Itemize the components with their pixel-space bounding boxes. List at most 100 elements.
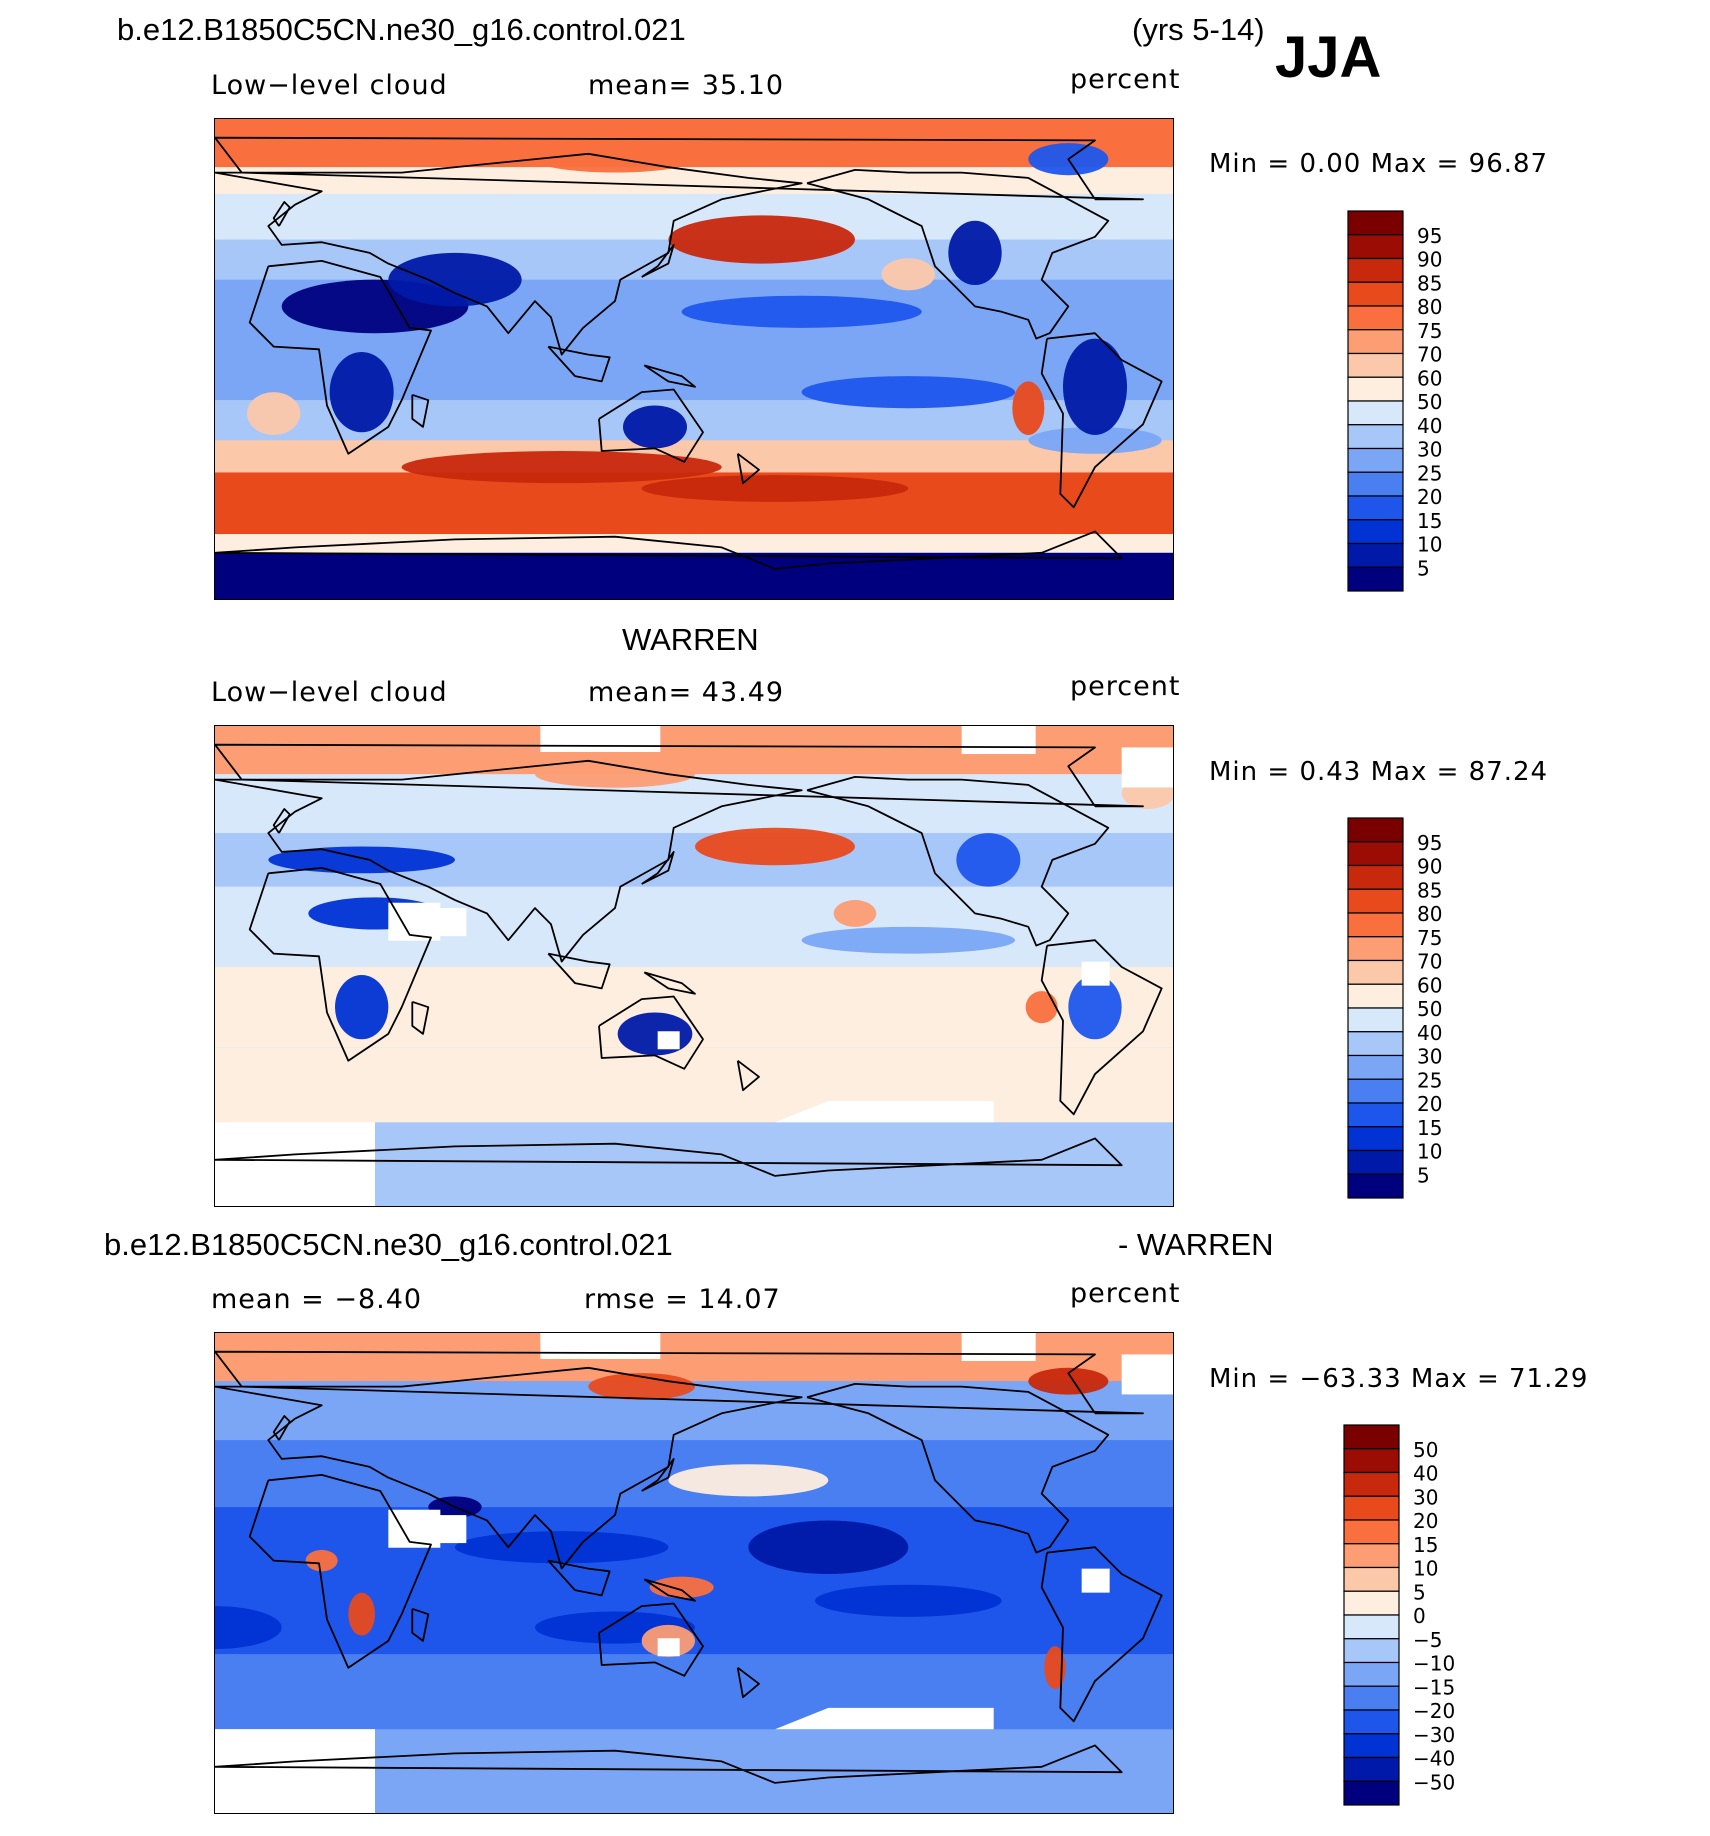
colorbar-box: [1343, 1424, 1400, 1450]
colorbar-tick-label: 15: [1413, 1533, 1438, 1557]
colorbar-tick-label: 30: [1417, 438, 1442, 462]
colorbar-tick-label: 75: [1417, 319, 1442, 343]
panel1-mean-label: mean= 35.10: [588, 70, 785, 101]
panel3-title-right: - WARREN: [1118, 1227, 1274, 1262]
panel2-variable-label: Low−level cloud: [211, 677, 448, 708]
colorbar-box: [1347, 1126, 1404, 1152]
colorbar-box: [1343, 1733, 1400, 1759]
panel2-units-label: percent: [1070, 671, 1181, 702]
panel1-units-label: percent: [1070, 64, 1181, 95]
colorbar-tick-label: 30: [1417, 1045, 1442, 1069]
colorbar-tick-label: 5: [1417, 556, 1430, 580]
colorbar-tick-label: −5: [1413, 1628, 1442, 1652]
colorbar-box: [1347, 352, 1404, 378]
panel2-map: [214, 725, 1174, 1207]
panel3-minmax: Min = −63.33 Max = 71.29: [1209, 1364, 1589, 1394]
colorbar-tick-label: 30: [1413, 1485, 1438, 1509]
colorbar-box: [1347, 1102, 1404, 1128]
colorbar-box: [1347, 519, 1404, 545]
panel2-mean-label: mean= 43.49: [588, 677, 785, 708]
colorbar-box: [1347, 566, 1404, 592]
colorbar-tick-label: 0: [1413, 1604, 1426, 1628]
colorbar-tick-label: 40: [1413, 1462, 1438, 1486]
panel1-map: [214, 118, 1174, 600]
colorbar-box: [1343, 1566, 1400, 1592]
colorbar-box: [1347, 888, 1404, 914]
colorbar-tick-label: −15: [1413, 1675, 1455, 1699]
colorbar-box: [1347, 864, 1404, 890]
colorbar-box: [1343, 1519, 1400, 1545]
colorbar-box: [1347, 912, 1404, 938]
colorbar-tick-label: 25: [1417, 461, 1442, 485]
colorbar-box: [1343, 1614, 1400, 1640]
panel3-title-left: b.e12.B1850C5CN.ne30_g16.control.021: [104, 1227, 673, 1262]
colorbar-tick-label: 80: [1417, 295, 1442, 319]
colorbar-tick-label: 10: [1417, 1140, 1442, 1164]
colorbar-box: [1347, 305, 1404, 331]
colorbar-tick-label: 20: [1413, 1509, 1438, 1533]
colorbar-tick-label: 80: [1417, 902, 1442, 926]
colorbar-box: [1347, 841, 1404, 867]
panel1-colorbar: 95 90 85 80 75 70 60 50 40 30 25 20 15 10 5: [1347, 210, 1477, 592]
colorbar-box: [1347, 495, 1404, 521]
panel1-contour-field: [215, 119, 1173, 599]
colorbar-box: [1347, 817, 1404, 843]
colorbar-box: [1347, 959, 1404, 985]
colorbar-tick-label: 15: [1417, 1116, 1442, 1140]
colorbar-box: [1347, 257, 1404, 283]
colorbar-tick-label: 15: [1417, 509, 1442, 533]
colorbar-tick-label: 70: [1417, 950, 1442, 974]
colorbar-tick-label: 20: [1417, 1092, 1442, 1116]
colorbar-box: [1343, 1709, 1400, 1735]
colorbar-box: [1347, 983, 1404, 1009]
colorbar-box: [1343, 1756, 1400, 1782]
colorbar-box: [1347, 936, 1404, 962]
colorbar-box: [1343, 1780, 1400, 1806]
colorbar-tick-label: 85: [1417, 878, 1442, 902]
colorbar-tick-label: 10: [1413, 1557, 1438, 1581]
panel3-colorbar: 50 40 30 20 15 10 5 0 −5 −10 −15 −20 −30 −40 −50: [1343, 1424, 1473, 1806]
case-title: b.e12.B1850C5CN.ne30_g16.control.021: [117, 12, 686, 47]
panel3-units-label: percent: [1070, 1278, 1181, 1309]
colorbar-tick-label: −30: [1413, 1723, 1455, 1747]
coastlines: [215, 136, 1163, 570]
coastlines: [215, 743, 1163, 1177]
colorbar-tick-label: 50: [1413, 1438, 1438, 1462]
colorbar-box: [1343, 1543, 1400, 1569]
colorbar-box: [1347, 424, 1404, 450]
panel3-contour-field: [215, 1333, 1173, 1813]
panel2-contour-field: [215, 726, 1173, 1206]
colorbar-tick-label: −20: [1413, 1699, 1455, 1723]
colorbar-tick-label: 40: [1417, 1021, 1442, 1045]
colorbar-box: [1343, 1495, 1400, 1521]
colorbar-box: [1347, 376, 1404, 402]
panel2-title: WARREN: [622, 622, 759, 657]
colorbar-tick-label: 10: [1417, 533, 1442, 557]
colorbar-tick-label: 95: [1417, 224, 1442, 248]
colorbar-box: [1343, 1661, 1400, 1687]
colorbar-box: [1347, 1054, 1404, 1080]
colorbar-tick-label: 90: [1417, 855, 1442, 879]
contour-field: [215, 119, 1173, 599]
colorbar-box: [1347, 210, 1404, 236]
colorbar-box: [1347, 1149, 1404, 1175]
colorbar-tick-label: 50: [1417, 390, 1442, 414]
panel3-mean-label: mean = −8.40: [211, 1284, 423, 1315]
panel1-minmax: Min = 0.00 Max = 96.87: [1209, 149, 1549, 179]
panel3-map: [214, 1332, 1174, 1814]
panel2-minmax: Min = 0.43 Max = 87.24: [1209, 757, 1549, 787]
colorbar-box: [1343, 1685, 1400, 1711]
colorbar-box: [1343, 1448, 1400, 1474]
coastlines: [215, 1350, 1163, 1784]
panel1-variable-label: Low−level cloud: [211, 70, 448, 101]
colorbar-box: [1347, 471, 1404, 497]
colorbar-tick-label: 20: [1417, 485, 1442, 509]
colorbar-box: [1347, 1078, 1404, 1104]
colorbar-box: [1347, 1007, 1404, 1033]
colorbar-tick-label: 25: [1417, 1068, 1442, 1092]
colorbar-tick-label: 90: [1417, 248, 1442, 272]
years-label: (yrs 5-14): [1132, 12, 1265, 47]
missing-data-mask: [215, 726, 1173, 1206]
colorbar-tick-label: −40: [1413, 1747, 1455, 1771]
colorbar-box: [1347, 1173, 1404, 1199]
